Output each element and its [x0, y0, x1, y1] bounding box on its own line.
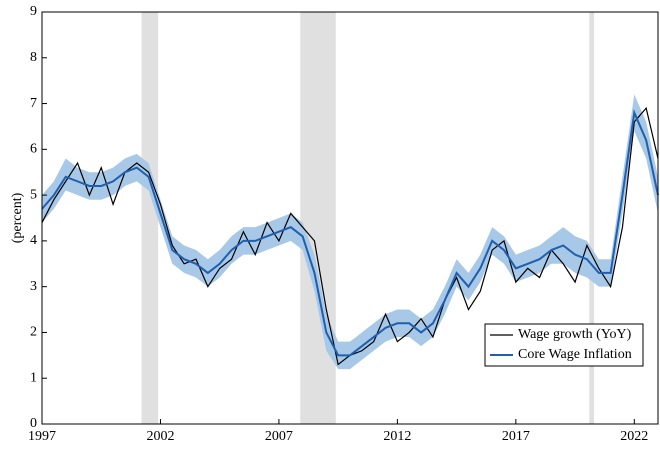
y-axis-label: (percent)	[10, 192, 25, 243]
x-tick-label: 2017	[502, 429, 530, 444]
y-tick-label: 7	[30, 96, 37, 111]
y-tick-label: 3	[30, 279, 37, 294]
y-tick-label: 8	[30, 50, 37, 65]
x-tick-label: 2012	[383, 429, 411, 444]
plot-frame	[41, 11, 659, 425]
y-tick-label: 2	[30, 325, 37, 340]
x-tick-label: 2022	[620, 429, 648, 444]
series-line	[41, 109, 659, 357]
y-tick-label: 9	[30, 4, 37, 19]
recession-band	[141, 12, 159, 424]
y-tick-label: 4	[30, 233, 37, 248]
x-tick-label: 2007	[265, 429, 293, 444]
recession-band	[589, 12, 595, 424]
y-tick-label: 5	[30, 187, 37, 202]
confidence-band	[42, 94, 658, 370]
legend-box	[484, 323, 644, 367]
legend-label: Wage growth (YoY)	[518, 327, 632, 342]
y-tick-label: 0	[30, 416, 37, 431]
recession-band	[300, 12, 336, 424]
x-tick-label: 1997	[28, 429, 56, 444]
y-tick-label: 1	[30, 370, 37, 385]
y-tick-label: 6	[30, 142, 37, 157]
x-tick-label: 2002	[146, 429, 174, 444]
legend-label: Core Wage Inflation	[518, 347, 632, 362]
